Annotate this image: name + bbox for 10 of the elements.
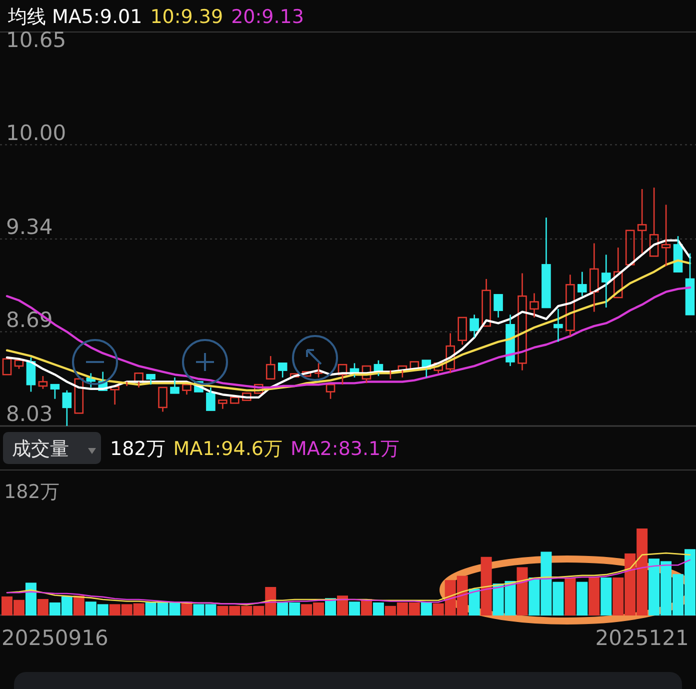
- legend: 成交量 182万 MA1:94.6万 MA2:83.1万: [3, 432, 400, 464]
- legend: 均线 MA5:9.01 10:9.39 20:9.13: [8, 6, 304, 28]
- x-tick-label: 20250916: [1, 626, 108, 650]
- y-tick-label: 8.69: [6, 308, 53, 332]
- y-tick-label: 10.00: [6, 120, 66, 145]
- x-tick-label: 2025121: [595, 626, 689, 650]
- text: 182万: [4, 481, 60, 503]
- y-tick-label: 10.65: [6, 28, 66, 52]
- y-tick-label: 9.34: [6, 215, 53, 239]
- y-tick-label: 8.03: [6, 402, 53, 426]
